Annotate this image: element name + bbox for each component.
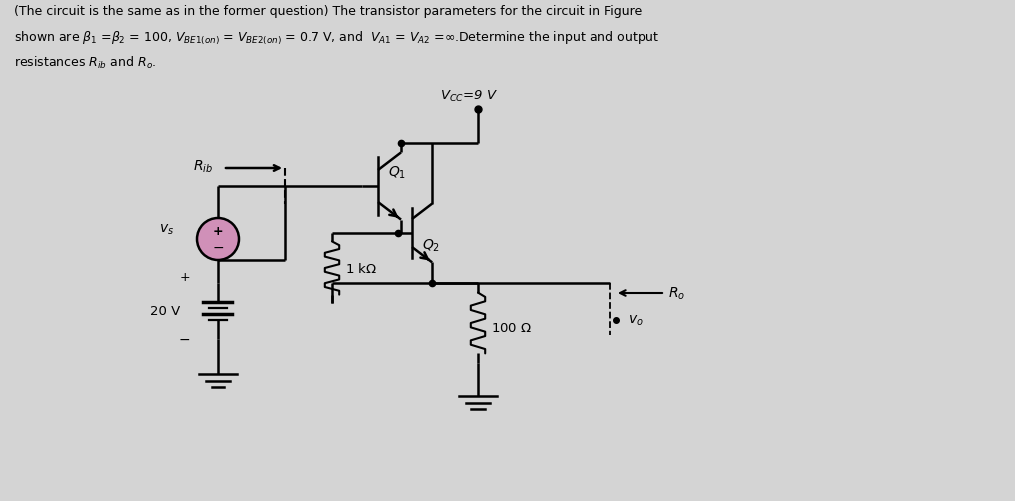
Text: −: − (179, 332, 190, 346)
Text: $v_s$: $v_s$ (159, 222, 174, 237)
Text: 20 V: 20 V (150, 305, 180, 318)
Circle shape (197, 218, 239, 261)
Text: $R_{ib}$: $R_{ib}$ (193, 158, 213, 175)
Text: −: − (212, 240, 224, 255)
Text: 1 k$\Omega$: 1 k$\Omega$ (345, 262, 377, 276)
Text: $Q_1$: $Q_1$ (388, 164, 406, 181)
Text: (The circuit is the same as in the former question) The transistor parameters fo: (The circuit is the same as in the forme… (14, 5, 642, 18)
Text: resistances $R_{ib}$ and $R_o$.: resistances $R_{ib}$ and $R_o$. (14, 55, 156, 71)
Text: 100 $\Omega$: 100 $\Omega$ (491, 322, 532, 335)
Text: $Q_2$: $Q_2$ (422, 237, 441, 254)
Text: $R_o$: $R_o$ (668, 285, 685, 302)
Text: +: + (180, 271, 190, 284)
Text: $V_{CC}$=9 V: $V_{CC}$=9 V (439, 89, 498, 104)
Text: +: + (213, 225, 223, 238)
Text: $v_o$: $v_o$ (628, 313, 644, 328)
Text: shown are $\beta_1$ =$\beta_2$ = 100, $V_{BE1(on)}$ = $V_{BE2(on)}$ = 0.7 V, and: shown are $\beta_1$ =$\beta_2$ = 100, $V… (14, 30, 660, 47)
